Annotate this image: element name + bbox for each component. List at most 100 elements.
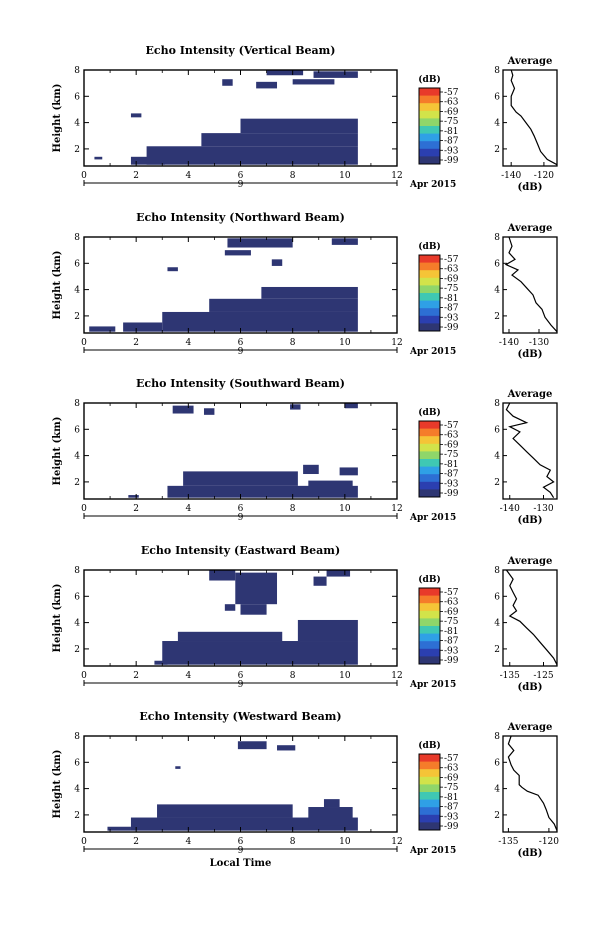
average-y-tick-label: 2 [494, 312, 500, 322]
x-tick-label: 0 [81, 837, 87, 847]
y-axis-label: Height (km) [52, 251, 63, 320]
echo-cell [237, 741, 267, 750]
echo-cell [224, 250, 251, 256]
average-profile-line [505, 402, 555, 499]
x-tick-label: 4 [185, 171, 191, 181]
average-x-label: (dB) [518, 182, 543, 193]
chart-panel-4: Echo Intensity (Westward Beam) 0 2 4 6 8 10 12 2… [52, 710, 559, 869]
x-tick-label: 4 [185, 338, 191, 348]
echo-cell [344, 403, 358, 409]
average-x-tick-label: -130 [533, 504, 553, 514]
chart-title: Echo Intensity (Westward Beam) [139, 710, 341, 723]
echo-cell [227, 238, 293, 248]
x-tick-label: 4 [185, 671, 191, 681]
colorbar-segment [419, 428, 440, 437]
echo-cell [303, 464, 319, 475]
colorbar-tick-label: -69 [444, 440, 459, 450]
average-x-label: (dB) [518, 515, 543, 526]
colorbar-tick-label: -81 [444, 460, 459, 470]
average-x-label: (dB) [518, 848, 543, 859]
average-x-label: (dB) [518, 349, 543, 360]
echo-cell [94, 156, 103, 160]
echo-cell [107, 826, 131, 831]
colorbar-tick-label: -57 [444, 88, 459, 98]
average-x-tick-label: -120 [539, 837, 559, 847]
echo-cell [308, 480, 353, 493]
colorbar-frame [418, 420, 441, 498]
colorbar-tick-label: -93 [444, 146, 459, 156]
colorbar-title: (dB) [418, 241, 440, 252]
chart-panel-0: Echo Intensity (Vertical Beam) 0 2 4 6 8 10 12 2… [52, 44, 558, 193]
colorbar-tick-label: -93 [444, 812, 459, 822]
x-tick-label: 4 [185, 504, 191, 514]
colorbar-tick-label: -63 [444, 431, 459, 441]
echo-cell [297, 619, 358, 642]
colorbar-segment [419, 118, 440, 127]
average-x-tick-label: -125 [533, 671, 553, 681]
average-y-tick-label: 2 [494, 645, 500, 655]
echo-cell [271, 259, 283, 266]
date-tick-label: 9 [238, 846, 244, 856]
colorbar-tick-label: -75 [444, 284, 459, 294]
colorbar-tick-label: -99 [444, 822, 459, 832]
colorbar-segment [419, 618, 440, 627]
x-axis-label: Local Time [210, 858, 272, 869]
colorbar-segment [419, 293, 440, 302]
colorbar-segment [419, 466, 440, 475]
colorbar-segment [419, 443, 440, 452]
colorbar-tick-label: -63 [444, 98, 459, 108]
average-profile-line [505, 569, 558, 665]
average-title: Average [507, 556, 553, 567]
colorbar-segment [419, 814, 440, 823]
x-tick-label: 12 [391, 671, 402, 681]
x-tick-label: 8 [290, 671, 296, 681]
x-tick-label: 8 [290, 171, 296, 181]
x-tick-label: 6 [238, 338, 244, 348]
echo-cell [146, 146, 358, 165]
colorbar-tick-label: -81 [444, 793, 459, 803]
colorbar-tick-label: -69 [444, 107, 459, 117]
colorbar-tick-label: -99 [444, 656, 459, 666]
echo-cell [240, 604, 267, 615]
chart-panel-2: Echo Intensity (Southward Beam) 0 2 4 6 8 10 12… [52, 377, 558, 526]
average-profile-line [507, 735, 558, 831]
average-profile-line [510, 69, 558, 166]
y-tick-label: 2 [74, 145, 80, 155]
y-tick-label: 2 [74, 811, 80, 821]
colorbar-segment [419, 285, 440, 294]
colorbar-segment [419, 323, 440, 332]
colorbar-segment [419, 141, 440, 150]
colorbar-segment [419, 451, 440, 460]
x-tick-label: 8 [290, 504, 296, 514]
echo-cell [154, 660, 168, 665]
average-x-label: (dB) [518, 682, 543, 693]
colorbar-segment [419, 262, 440, 271]
y-tick-label: 6 [74, 92, 80, 102]
y-tick-label: 8 [74, 66, 80, 76]
colorbar-segment [419, 308, 440, 317]
average-y-tick-label: 4 [494, 119, 500, 129]
x-tick-label: 0 [81, 338, 87, 348]
x-tick-label: 12 [391, 837, 402, 847]
echo-cell [308, 807, 353, 826]
colorbar-tick-label: -87 [444, 803, 459, 813]
echo-cell [222, 79, 233, 86]
colorbar-segment [419, 103, 440, 112]
colorbar-segment [419, 603, 440, 612]
date-label: Apr 2015 [409, 846, 456, 856]
average-y-tick-label: 4 [494, 286, 500, 296]
colorbar-segment [419, 822, 440, 831]
chart-title: Echo Intensity (Northward Beam) [136, 211, 345, 224]
y-tick-label: 2 [74, 478, 80, 488]
x-tick-label: 8 [290, 338, 296, 348]
average-y-tick-label: 8 [494, 233, 500, 243]
y-tick-label: 6 [74, 259, 80, 269]
colorbar-frame [418, 753, 441, 831]
x-tick-label: 4 [185, 837, 191, 847]
average-y-tick-label: 4 [494, 619, 500, 629]
y-tick-label: 4 [74, 619, 80, 629]
colorbar-segment [419, 156, 440, 165]
average-x-tick-label: -130 [529, 338, 549, 348]
echo-cell [157, 804, 293, 818]
y-tick-label: 2 [74, 645, 80, 655]
